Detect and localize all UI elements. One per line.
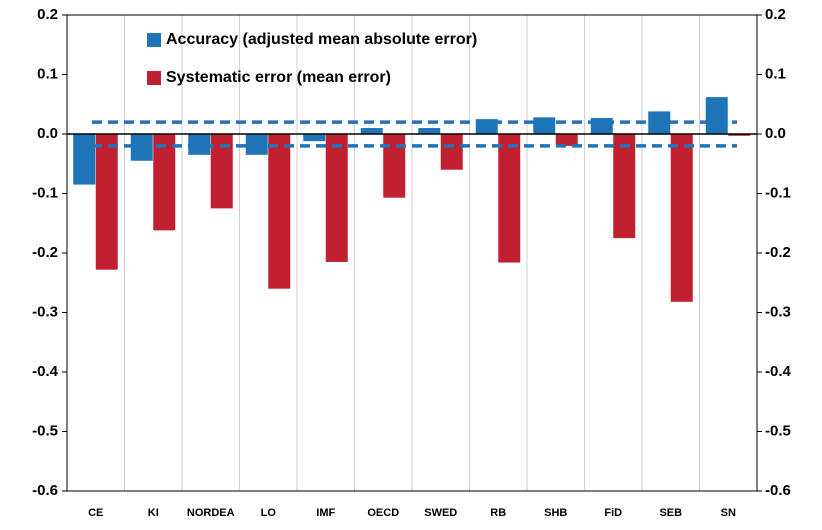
y2-tick-label: -0.5 [765, 422, 791, 439]
x-tick-label: FiD [604, 507, 622, 519]
y2-tick-label: 0.0 [765, 125, 786, 142]
x-tick-label: RB [490, 507, 506, 519]
x-tick-label: SN [721, 507, 736, 519]
bar [325, 134, 348, 262]
bar [705, 97, 728, 134]
x-tick-label: SEB [659, 507, 682, 519]
y-tick-label: -0.2 [32, 244, 58, 261]
bar [153, 134, 176, 231]
bar [303, 134, 326, 142]
x-tick-label: KI [148, 507, 159, 519]
y2-tick-label: -0.1 [765, 184, 791, 201]
y-tick-label: -0.3 [32, 303, 58, 320]
bar [590, 117, 613, 134]
y2-tick-label: 0.1 [765, 65, 786, 82]
legend-label: Accuracy (adjusted mean absolute error) [166, 31, 477, 48]
bar [555, 134, 578, 146]
y2-tick-label: 0.2 [765, 6, 786, 23]
bar [210, 134, 233, 209]
bar [440, 134, 463, 170]
x-tick-label: IMF [316, 507, 335, 519]
legend-swatch [147, 33, 161, 47]
y-tick-label: -0.4 [32, 363, 59, 380]
bar [383, 134, 406, 198]
x-tick-label: SHB [544, 507, 567, 519]
plot-frame [66, 14, 758, 492]
bar [360, 128, 383, 134]
bar [728, 134, 751, 136]
y-tick-label: -0.6 [32, 482, 58, 499]
y-tick-label: -0.5 [32, 422, 58, 439]
bar [613, 134, 636, 239]
bar [73, 134, 96, 185]
y-tick-label: 0.1 [37, 65, 58, 82]
bar [533, 117, 556, 134]
bar [418, 128, 441, 134]
x-tick-label: OECD [367, 507, 399, 519]
y-tick-label: 0.0 [37, 125, 58, 142]
legend-label: Systematic error (mean error) [166, 69, 391, 86]
bar [188, 134, 211, 155]
y2-tick-label: -0.3 [765, 303, 791, 320]
x-tick-label: CE [88, 507, 103, 519]
y2-tick-label: -0.6 [765, 482, 791, 499]
bar [670, 134, 693, 302]
y-tick-label: -0.1 [32, 184, 58, 201]
x-tick-label: LO [261, 507, 277, 519]
x-tick-label: NORDEA [187, 507, 235, 519]
y2-tick-label: -0.2 [765, 244, 791, 261]
x-tick-label: SWED [424, 507, 457, 519]
bar [498, 134, 521, 263]
bar [95, 134, 118, 270]
bar [268, 134, 291, 289]
y-tick-label: 0.2 [37, 6, 58, 23]
y2-tick-label: -0.4 [765, 363, 792, 380]
legend-swatch [147, 71, 161, 85]
